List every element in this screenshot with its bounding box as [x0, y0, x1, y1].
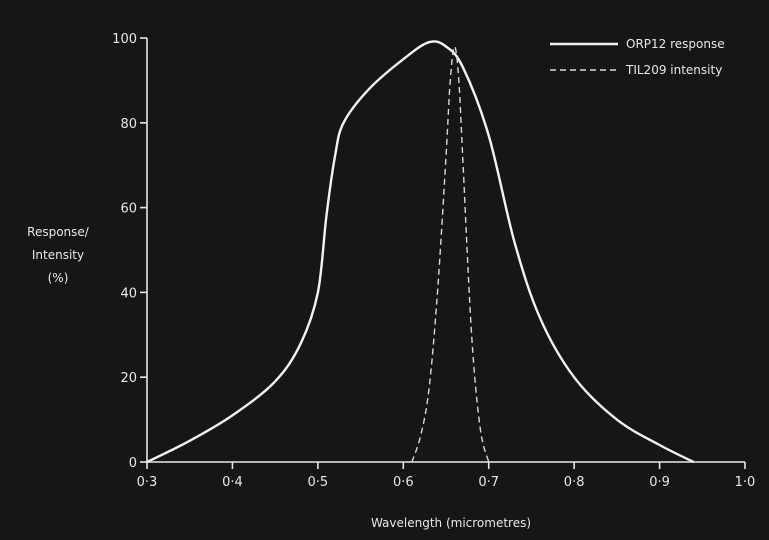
ticks: 0 20 40 60 80 100 0·3 0·4 0·5 0·6 0·7 0·8 0·9 1·0: [112, 32, 755, 490]
legend-label: ORP12 response: [626, 37, 725, 51]
y-tick-label: 60: [120, 202, 137, 217]
x-tick-label: 1·0: [735, 475, 756, 490]
y-tick-label: 20: [120, 371, 137, 386]
y-axis-label: Response/Intensity (%): [27, 225, 90, 285]
y-tick-label: 80: [120, 117, 137, 132]
x-tick-label: 0·6: [393, 475, 414, 490]
legend-label: TIL209 intensity: [625, 63, 722, 77]
y-tick-label: 40: [120, 286, 137, 301]
series-line-orp12-response: [146, 40, 695, 464]
x-tick-label: 0·9: [649, 475, 670, 490]
x-tick-label: 0·7: [478, 475, 499, 490]
series-line-til209-intensity: [411, 45, 490, 463]
y-tick-label: 0: [129, 456, 137, 471]
y-axis-label-line: Intensity: [32, 248, 84, 262]
axes: [146, 38, 745, 463]
x-tick-label: 0·8: [564, 475, 585, 490]
x-tick-label: 0·4: [222, 475, 243, 490]
x-axis-label: Wavelength (micrometres): [371, 516, 531, 530]
y-axis-label-line: (%): [48, 271, 69, 285]
series-layer: [146, 40, 695, 464]
y-tick-label: 100: [112, 32, 137, 47]
y-axis-label-line: Response/: [27, 225, 90, 239]
x-tick-label: 0·5: [308, 475, 329, 490]
x-tick-label: 0·3: [137, 475, 158, 490]
legend: ORP12 response TIL209 intensity: [550, 37, 725, 77]
